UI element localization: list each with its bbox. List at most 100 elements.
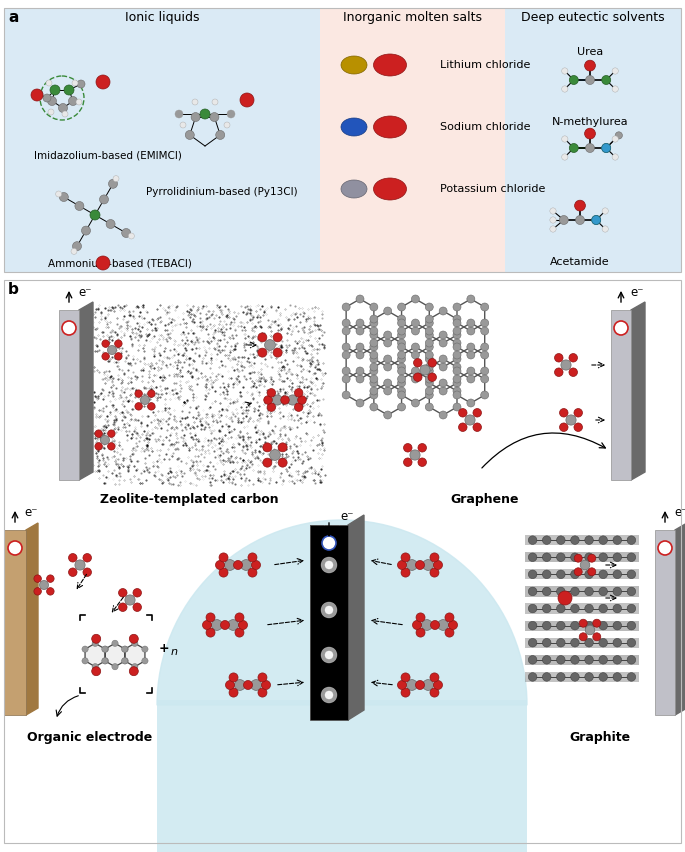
Circle shape: [102, 646, 108, 653]
Circle shape: [612, 86, 619, 92]
Bar: [611, 310, 631, 480]
Circle shape: [384, 363, 392, 371]
Circle shape: [528, 673, 537, 682]
Circle shape: [627, 621, 636, 630]
Circle shape: [77, 80, 85, 88]
Circle shape: [528, 536, 537, 544]
Circle shape: [584, 60, 595, 71]
Circle shape: [227, 110, 235, 118]
Circle shape: [453, 367, 461, 375]
Circle shape: [92, 667, 101, 676]
Circle shape: [262, 681, 271, 689]
Circle shape: [96, 75, 110, 89]
Circle shape: [445, 613, 454, 622]
Circle shape: [101, 646, 108, 653]
Bar: [59, 310, 79, 480]
Circle shape: [75, 202, 84, 210]
Circle shape: [412, 399, 419, 407]
Circle shape: [592, 216, 601, 224]
Circle shape: [599, 587, 608, 596]
Circle shape: [430, 568, 439, 577]
Circle shape: [384, 387, 392, 395]
Circle shape: [543, 570, 551, 579]
Circle shape: [613, 638, 621, 647]
Circle shape: [90, 210, 100, 220]
Circle shape: [321, 687, 337, 703]
Circle shape: [235, 613, 244, 622]
Circle shape: [68, 568, 77, 577]
Circle shape: [423, 560, 434, 570]
Circle shape: [82, 646, 88, 653]
Circle shape: [418, 458, 427, 466]
Circle shape: [203, 620, 212, 630]
Circle shape: [412, 351, 419, 359]
Circle shape: [71, 249, 77, 255]
Bar: [525, 586, 639, 596]
Circle shape: [528, 621, 537, 630]
Text: N-methylurea: N-methylurea: [551, 117, 628, 127]
Circle shape: [342, 343, 350, 351]
Circle shape: [627, 587, 636, 596]
Bar: [525, 569, 639, 579]
Circle shape: [556, 621, 565, 630]
Circle shape: [31, 89, 43, 101]
Circle shape: [556, 570, 565, 579]
Circle shape: [599, 655, 608, 664]
Circle shape: [288, 394, 298, 405]
Circle shape: [263, 443, 272, 452]
Circle shape: [76, 99, 82, 105]
Circle shape: [571, 673, 580, 682]
Bar: [157, 700, 527, 852]
Polygon shape: [457, 299, 485, 331]
Bar: [525, 535, 639, 545]
Circle shape: [465, 415, 475, 425]
Circle shape: [439, 387, 447, 395]
Circle shape: [129, 634, 138, 643]
Circle shape: [342, 327, 350, 335]
Circle shape: [267, 389, 275, 397]
Circle shape: [212, 99, 218, 105]
Bar: [317, 525, 324, 720]
Circle shape: [325, 651, 333, 659]
Circle shape: [397, 303, 406, 311]
Circle shape: [47, 96, 56, 106]
Circle shape: [48, 109, 54, 115]
Circle shape: [601, 143, 611, 153]
Text: Urea: Urea: [577, 47, 603, 57]
Circle shape: [62, 111, 68, 117]
Circle shape: [112, 640, 118, 647]
Circle shape: [574, 567, 582, 576]
Circle shape: [556, 536, 565, 544]
Circle shape: [356, 327, 364, 335]
Circle shape: [571, 621, 580, 630]
Circle shape: [191, 112, 200, 122]
Circle shape: [613, 621, 621, 630]
Circle shape: [75, 560, 85, 570]
Polygon shape: [675, 523, 685, 715]
Circle shape: [412, 375, 419, 383]
Circle shape: [384, 307, 392, 315]
Circle shape: [571, 553, 580, 561]
Circle shape: [92, 664, 99, 670]
Polygon shape: [401, 371, 429, 403]
Circle shape: [562, 135, 568, 142]
Ellipse shape: [373, 116, 406, 138]
Polygon shape: [105, 643, 125, 667]
Circle shape: [60, 193, 68, 202]
Circle shape: [356, 351, 364, 359]
Circle shape: [481, 367, 488, 375]
Polygon shape: [346, 323, 374, 355]
Text: e⁻: e⁻: [24, 505, 38, 519]
Circle shape: [599, 604, 608, 613]
Circle shape: [453, 375, 461, 383]
Text: Potassium chloride: Potassium chloride: [440, 184, 545, 194]
Polygon shape: [79, 302, 93, 480]
Circle shape: [370, 343, 378, 351]
Circle shape: [592, 216, 601, 224]
Circle shape: [439, 363, 447, 371]
Circle shape: [384, 411, 392, 419]
Circle shape: [325, 606, 333, 614]
Polygon shape: [374, 335, 401, 367]
Circle shape: [342, 351, 350, 359]
Text: +: +: [661, 543, 669, 553]
